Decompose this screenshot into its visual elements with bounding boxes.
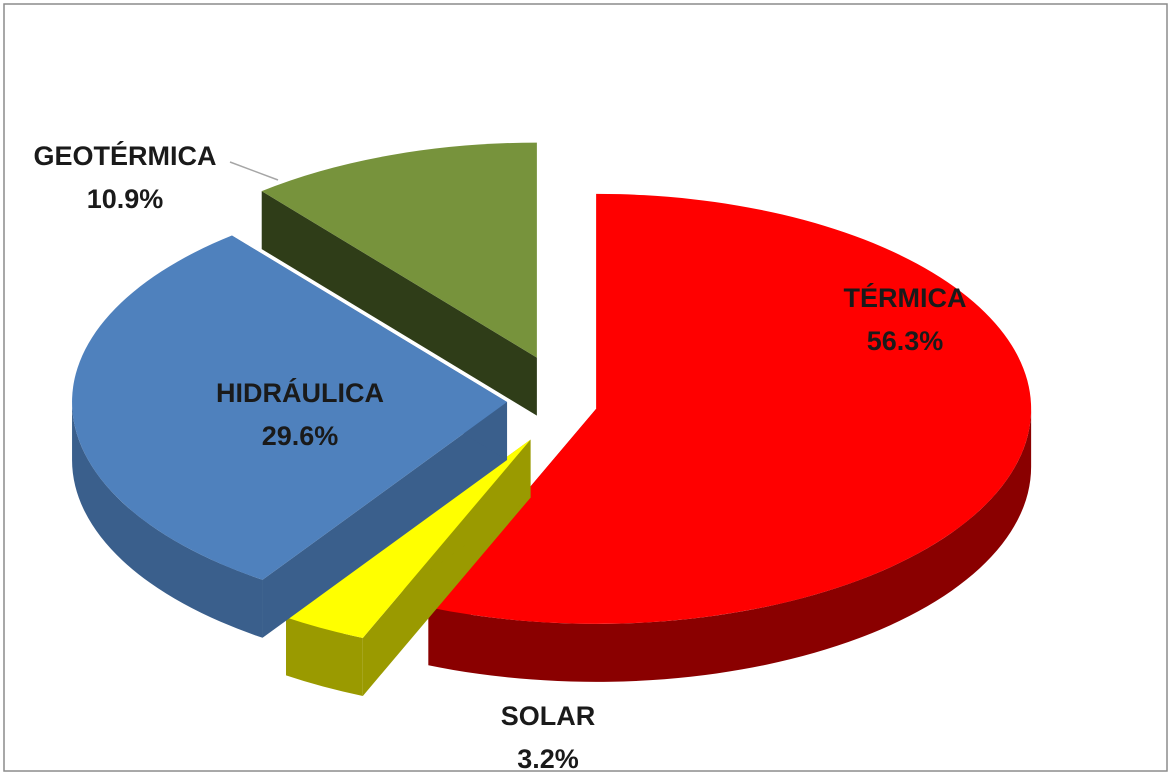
- slice-outer-wall: [428, 408, 1032, 682]
- slice-outer-wall: [72, 401, 263, 638]
- slice-top: [72, 235, 508, 580]
- slice-value-label: 3.2%: [517, 744, 579, 774]
- slice-value-label: 56.3%: [867, 326, 944, 356]
- slice-top: [286, 439, 531, 638]
- slice-top: [261, 142, 537, 358]
- slice-value-label: 29.6%: [262, 421, 339, 451]
- pie-slice: [261, 142, 537, 416]
- slice-top: [428, 193, 1032, 624]
- slice-radial-face: [261, 191, 537, 416]
- slice-outer-wall: [286, 617, 363, 696]
- slice-radial-face: [262, 401, 508, 638]
- pie-slice: [286, 439, 531, 696]
- slice-label: TÉRMICA: [844, 282, 967, 313]
- slice-label: HIDRÁULICA: [216, 377, 384, 408]
- slice-value-label: 10.9%: [87, 184, 164, 214]
- pie-slice: [428, 193, 1032, 682]
- pie-slice: [72, 235, 508, 638]
- leader-line: [229, 161, 279, 181]
- slice-label: SOLAR: [501, 701, 596, 731]
- slice-label: GEOTÉRMICA: [33, 140, 216, 171]
